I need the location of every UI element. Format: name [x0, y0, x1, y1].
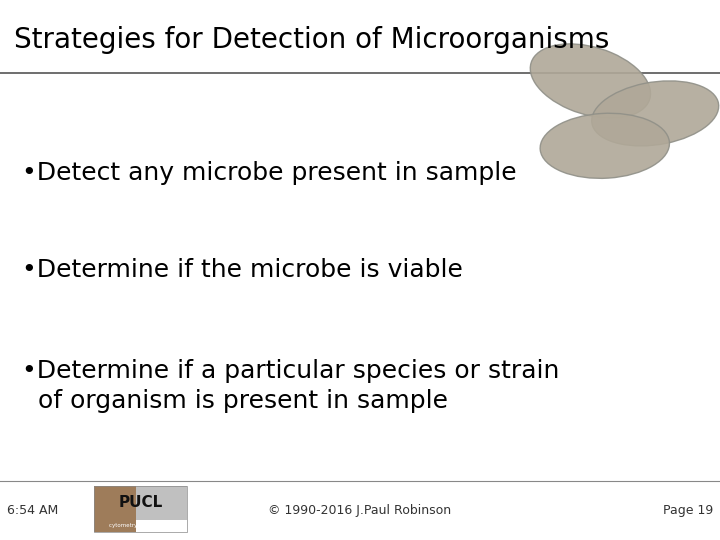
Text: 6:54 AM: 6:54 AM — [7, 504, 58, 517]
Text: cytometry laboratories: cytometry laboratories — [109, 523, 172, 528]
Ellipse shape — [592, 81, 719, 146]
Text: © 1990-2016 J.Paul Robinson: © 1990-2016 J.Paul Robinson — [269, 504, 451, 517]
Ellipse shape — [530, 44, 651, 118]
FancyBboxPatch shape — [94, 486, 135, 532]
Text: Page 19: Page 19 — [662, 504, 713, 517]
Ellipse shape — [540, 113, 670, 178]
Text: PUCL: PUCL — [118, 495, 163, 510]
Text: •Detect any microbe present in sample: •Detect any microbe present in sample — [22, 161, 516, 185]
FancyBboxPatch shape — [135, 486, 187, 521]
Text: •Determine if the microbe is viable: •Determine if the microbe is viable — [22, 258, 462, 282]
Text: •Determine if a particular species or strain
  of organism is present in sample: •Determine if a particular species or st… — [22, 359, 559, 413]
Text: Strategies for Detection of Microorganisms: Strategies for Detection of Microorganis… — [14, 26, 610, 55]
